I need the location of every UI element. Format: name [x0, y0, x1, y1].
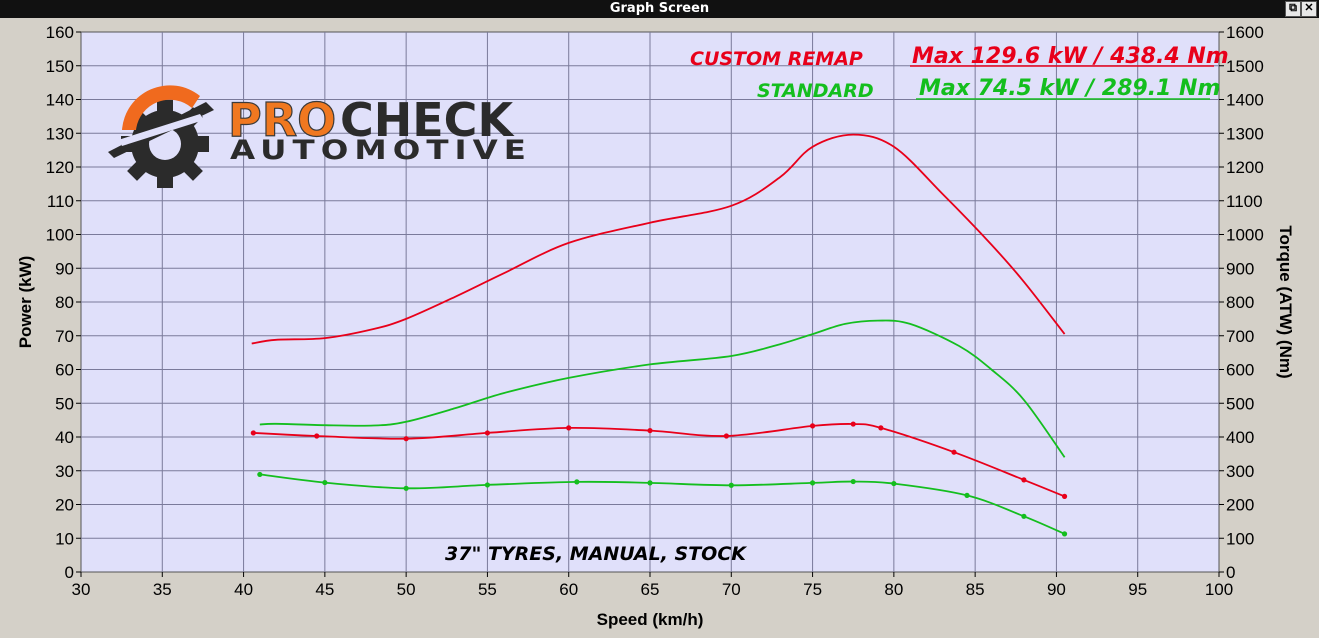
- x-tick-label: 45: [315, 580, 334, 599]
- standard-torque-point: [574, 479, 580, 485]
- standard-legend: STANDARD: [757, 80, 874, 102]
- y-tick-label: 20: [55, 496, 74, 515]
- y2-tick-label: 1000: [1226, 226, 1264, 245]
- y2-tick-label: 1200: [1226, 158, 1264, 177]
- y2-tick-label: 100: [1226, 529, 1254, 548]
- y2-tick-label: 700: [1226, 327, 1254, 346]
- y2-tick-label: 1400: [1226, 91, 1264, 110]
- x-tick-label: 85: [966, 580, 985, 599]
- standard-torque-point: [809, 480, 816, 486]
- standard-max: Max 74.5 kW / 289.1 Nm: [919, 76, 1220, 101]
- y-tick-label: 130: [46, 124, 74, 143]
- custom-remap-torque-point: [878, 425, 884, 431]
- y2-tick-label: 1500: [1226, 57, 1264, 76]
- standard-power-line: [259, 319, 1066, 458]
- standard-torque-point: [257, 471, 263, 478]
- custom-remap-torque-point: [1061, 493, 1068, 499]
- logo-pro-text: PRO: [228, 93, 336, 147]
- x-tick-label: 100: [1205, 580, 1233, 599]
- logo-automotive-text: AUTOMOTIVE: [230, 135, 532, 166]
- custom-remap-legend: CUSTOM REMAP: [690, 48, 863, 70]
- custom-remap-torque-point: [1021, 477, 1027, 483]
- x-tick-label: 55: [478, 580, 497, 599]
- custom-remap-torque-point: [647, 427, 653, 434]
- procheck-logo: PRO CHECK AUTOMOTIVE: [108, 85, 532, 188]
- x-tick-label: 80: [884, 580, 903, 599]
- y2-tick-label: 600: [1226, 361, 1254, 380]
- custom-remap-torque-point: [566, 425, 572, 431]
- x-tick-label: 75: [803, 580, 822, 599]
- custom-remap-torque-point: [809, 423, 816, 429]
- x-tick-label: 50: [397, 580, 416, 599]
- standard-torque-point: [964, 492, 970, 498]
- y-tick-label: 40: [55, 428, 74, 447]
- y2-tick-label: 300: [1226, 462, 1254, 481]
- window-title: Graph Screen: [0, 0, 1319, 18]
- restore-window-button[interactable]: ⧉: [1285, 1, 1301, 17]
- standard-torque-point: [891, 480, 897, 487]
- x-tick-label: 95: [1128, 580, 1147, 599]
- custom-remap-torque-point: [403, 436, 409, 442]
- x-tick-label: 70: [722, 580, 741, 599]
- custom-remap-power-line: [251, 133, 1066, 345]
- standard-torque-point: [484, 482, 491, 488]
- custom-remap-torque-point: [250, 430, 256, 436]
- y-tick-label: 160: [46, 23, 74, 42]
- x-axis-label: Speed (km/h): [597, 610, 704, 629]
- y2-tick-label: 900: [1226, 259, 1254, 278]
- y-tick-label: 110: [47, 192, 74, 211]
- x-tick-label: 30: [72, 580, 91, 599]
- dyno-chart: PRO CHECK AUTOMOTIVE CUSTOM REMAP Max 12…: [0, 18, 1319, 638]
- standard-torque-point: [403, 485, 409, 491]
- y2-tick-label: 800: [1226, 293, 1254, 312]
- custom-remap-torque-point: [951, 449, 957, 455]
- y-tick-label: 70: [55, 327, 74, 346]
- x-tick-label: 65: [641, 580, 660, 599]
- close-window-button[interactable]: ✕: [1301, 1, 1317, 17]
- vehicle-note: 37" TYRES, MANUAL, STOCK: [445, 543, 747, 565]
- x-tick-label: 60: [559, 580, 578, 599]
- y2-tick-label: 400: [1226, 428, 1254, 447]
- y2-tick-label: 0: [1226, 563, 1235, 582]
- standard-torque-point: [647, 480, 653, 486]
- y2-tick-label: 1600: [1226, 23, 1264, 42]
- custom-remap-torque-point: [723, 433, 730, 439]
- y-tick-label: 140: [46, 91, 74, 110]
- y2-tick-label: 1100: [1226, 192, 1263, 211]
- y-tick-label: 80: [55, 293, 74, 312]
- custom-remap-max: Max 129.6 kW / 438.4 Nm: [912, 44, 1229, 69]
- y-tick-label: 50: [55, 394, 74, 413]
- y-tick-label: 30: [55, 462, 74, 481]
- y-tick-label: 10: [55, 529, 74, 548]
- x-tick-label: 40: [234, 580, 253, 599]
- speedometer-icon: [108, 85, 214, 158]
- y-tick-label: 120: [46, 158, 74, 177]
- standard-torque-point: [850, 478, 856, 485]
- custom-remap-torque-point: [314, 433, 320, 439]
- y-tick-label: 0: [65, 563, 74, 582]
- standard-torque-point: [322, 479, 328, 486]
- grid: [81, 32, 1219, 572]
- x-tick-label: 35: [153, 580, 172, 599]
- y2-axis-label: Torque (ATW) (Nm): [1276, 225, 1295, 378]
- y-tick-label: 150: [46, 57, 74, 76]
- y-tick-label: 90: [55, 259, 74, 278]
- y2-tick-label: 500: [1226, 394, 1254, 413]
- standard-torque-point: [1061, 531, 1068, 537]
- y-tick-label: 100: [46, 226, 74, 245]
- y-axis-label: Power (kW): [16, 256, 35, 349]
- series-layer: [250, 133, 1068, 537]
- y2-tick-label: 1300: [1226, 124, 1264, 143]
- standard-torque-point: [728, 482, 734, 488]
- tick-layer: 30 35 40 45 50 55 60 65 70 75 80 85 90 95 100010203040…: [46, 23, 1264, 599]
- logo-check-text: CHECK: [340, 93, 515, 147]
- y-tick-label: 60: [55, 361, 74, 380]
- x-tick-label: 90: [1047, 580, 1066, 599]
- custom-remap-torque-point: [484, 430, 491, 436]
- standard-torque-point: [1021, 513, 1027, 519]
- y2-tick-label: 200: [1226, 496, 1254, 515]
- custom-remap-torque-point: [850, 421, 856, 427]
